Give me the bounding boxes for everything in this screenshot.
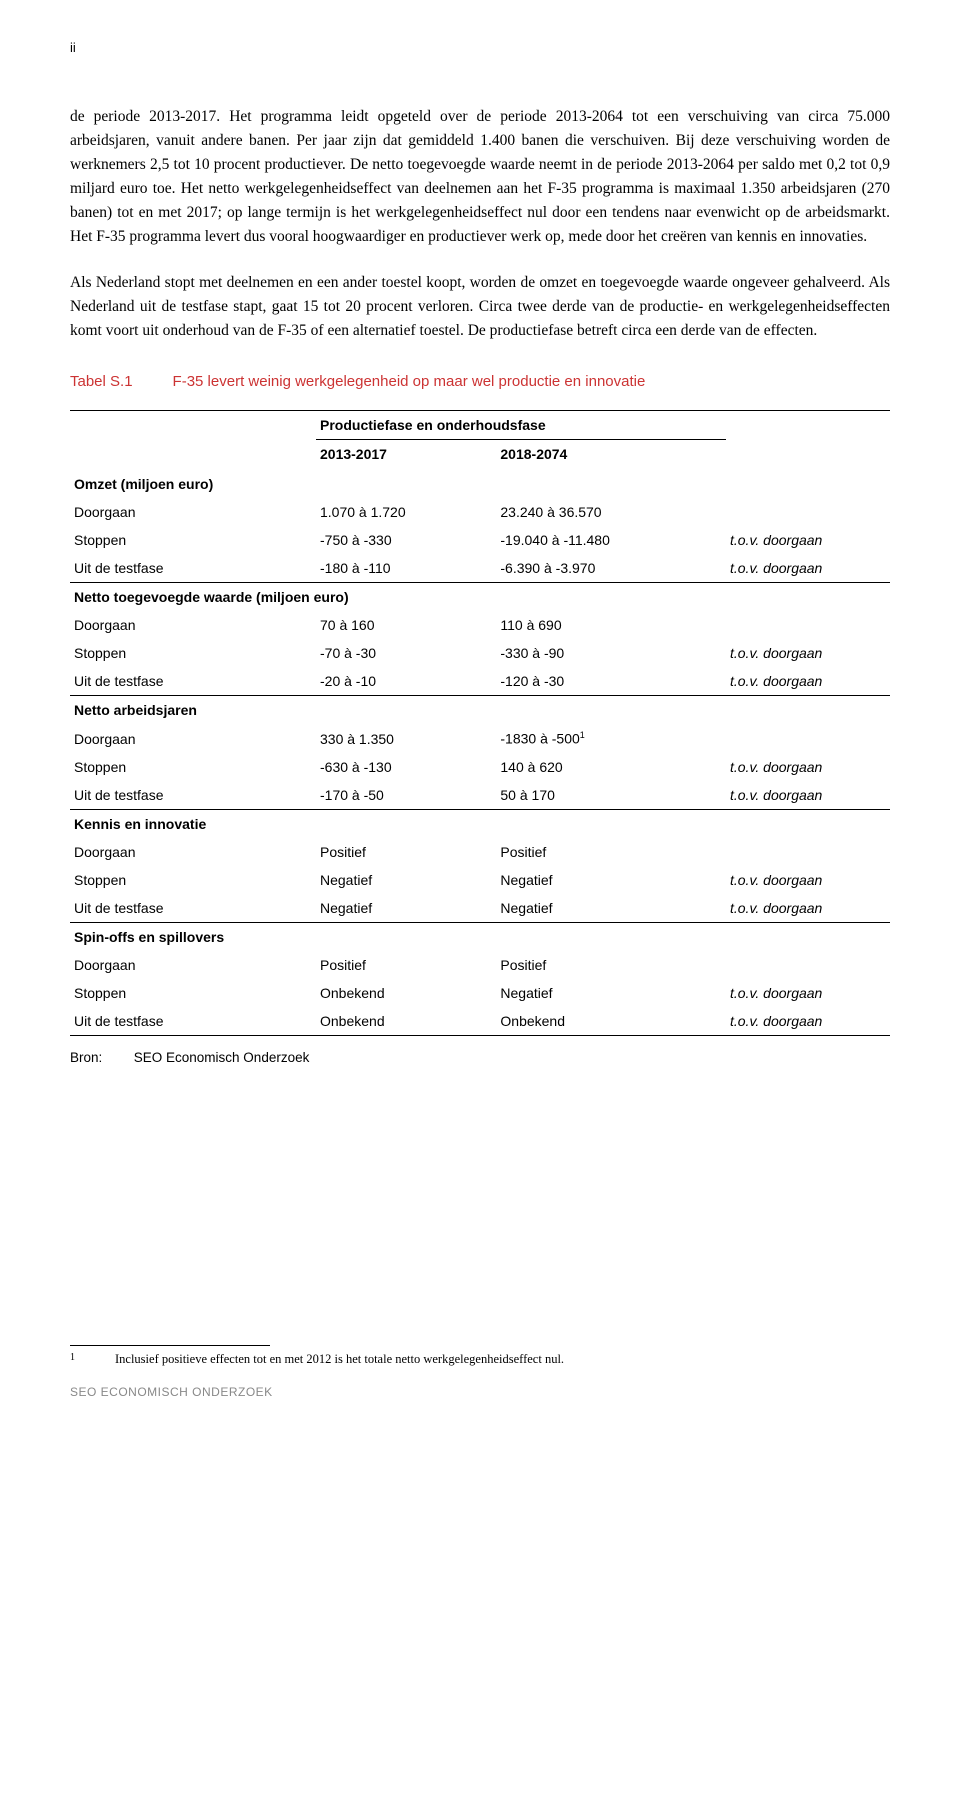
cell: t.o.v. doorgaan — [726, 866, 890, 894]
row-label: Doorgaan — [70, 951, 316, 979]
cell: -180 à -110 — [316, 554, 496, 583]
cell: t.o.v. doorgaan — [726, 781, 890, 810]
footnote-number: 1 — [70, 1352, 75, 1367]
section-title: Omzet (miljoen euro) — [70, 468, 890, 498]
cell: -19.040 à -11.480 — [496, 526, 726, 554]
cell: -750 à -330 — [316, 526, 496, 554]
cell: Negatief — [496, 894, 726, 923]
table-phase-header: Productiefase en onderhoudsfase — [316, 411, 726, 440]
cell — [726, 611, 890, 639]
cell: Positief — [496, 951, 726, 979]
row-label: Uit de testfase — [70, 781, 316, 810]
section-title: Kennis en innovatie — [70, 809, 890, 838]
cell: -630 à -130 — [316, 753, 496, 781]
section-title: Netto arbeidsjaren — [70, 696, 890, 725]
row-label: Stoppen — [70, 639, 316, 667]
row-label: Stoppen — [70, 866, 316, 894]
row-label: Doorgaan — [70, 498, 316, 526]
table-label: Tabel S.1 — [70, 373, 133, 390]
cell: Negatief — [316, 866, 496, 894]
cell: -6.390 à -3.970 — [496, 554, 726, 583]
cell — [726, 951, 890, 979]
row-label: Uit de testfase — [70, 554, 316, 583]
footnote: 1 Inclusief positieve effecten tot en me… — [70, 1352, 890, 1367]
footnote-text: Inclusief positieve effecten tot en met … — [115, 1352, 564, 1367]
cell: Onbekend — [316, 1007, 496, 1036]
cell: t.o.v. doorgaan — [726, 554, 890, 583]
cell: Positief — [316, 951, 496, 979]
cell: t.o.v. doorgaan — [726, 639, 890, 667]
cell: 110 à 690 — [496, 611, 726, 639]
cell: t.o.v. doorgaan — [726, 979, 890, 1007]
table-year-right: 2018-2074 — [496, 440, 726, 469]
table-caption: F-35 levert weinig werkgelegenheid op ma… — [173, 373, 646, 390]
row-label: Uit de testfase — [70, 1007, 316, 1036]
cell: 330 à 1.350 — [316, 724, 496, 753]
cell: Negatief — [496, 866, 726, 894]
cell: -20 à -10 — [316, 667, 496, 696]
row-label: Stoppen — [70, 526, 316, 554]
cell: Negatief — [496, 979, 726, 1007]
cell: 140 à 620 — [496, 753, 726, 781]
cell: t.o.v. doorgaan — [726, 526, 890, 554]
source-text: SEO Economisch Onderzoek — [134, 1050, 310, 1065]
cell: t.o.v. doorgaan — [726, 894, 890, 923]
cell: Negatief — [316, 894, 496, 923]
table-year-left: 2013-2017 — [316, 440, 496, 469]
cell — [726, 838, 890, 866]
section-title: Spin-offs en spillovers — [70, 922, 890, 951]
footnote-rule — [70, 1345, 270, 1346]
row-label: Doorgaan — [70, 724, 316, 753]
cell: -70 à -30 — [316, 639, 496, 667]
cell: Onbekend — [316, 979, 496, 1007]
row-label: Doorgaan — [70, 611, 316, 639]
cell — [726, 724, 890, 753]
row-label: Uit de testfase — [70, 894, 316, 923]
body-paragraph-2: Als Nederland stopt met deelnemen en een… — [70, 271, 890, 343]
cell: t.o.v. doorgaan — [726, 667, 890, 696]
cell: Positief — [496, 838, 726, 866]
row-label: Uit de testfase — [70, 667, 316, 696]
cell: 70 à 160 — [316, 611, 496, 639]
row-label: Doorgaan — [70, 838, 316, 866]
cell: 50 à 170 — [496, 781, 726, 810]
source-label: Bron: — [70, 1050, 130, 1065]
section-title: Netto toegevoegde waarde (miljoen euro) — [70, 583, 890, 612]
cell: 1.070 à 1.720 — [316, 498, 496, 526]
page-footer: SEO ECONOMISCH ONDERZOEK — [70, 1385, 890, 1399]
cell: -1830 à -5001 — [496, 724, 726, 753]
row-label: Stoppen — [70, 979, 316, 1007]
page-number: ii — [70, 40, 890, 55]
table-source: Bron: SEO Economisch Onderzoek — [70, 1050, 890, 1065]
row-label: Stoppen — [70, 753, 316, 781]
cell: 23.240 à 36.570 — [496, 498, 726, 526]
cell: t.o.v. doorgaan — [726, 1007, 890, 1036]
data-table: Productiefase en onderhoudsfase 2013-201… — [70, 410, 890, 1036]
body-paragraph-1: de periode 2013-2017. Het programma leid… — [70, 105, 890, 249]
cell: -170 à -50 — [316, 781, 496, 810]
cell — [726, 498, 890, 526]
cell: -330 à -90 — [496, 639, 726, 667]
cell: -120 à -30 — [496, 667, 726, 696]
cell: t.o.v. doorgaan — [726, 753, 890, 781]
cell: Onbekend — [496, 1007, 726, 1036]
cell: Positief — [316, 838, 496, 866]
